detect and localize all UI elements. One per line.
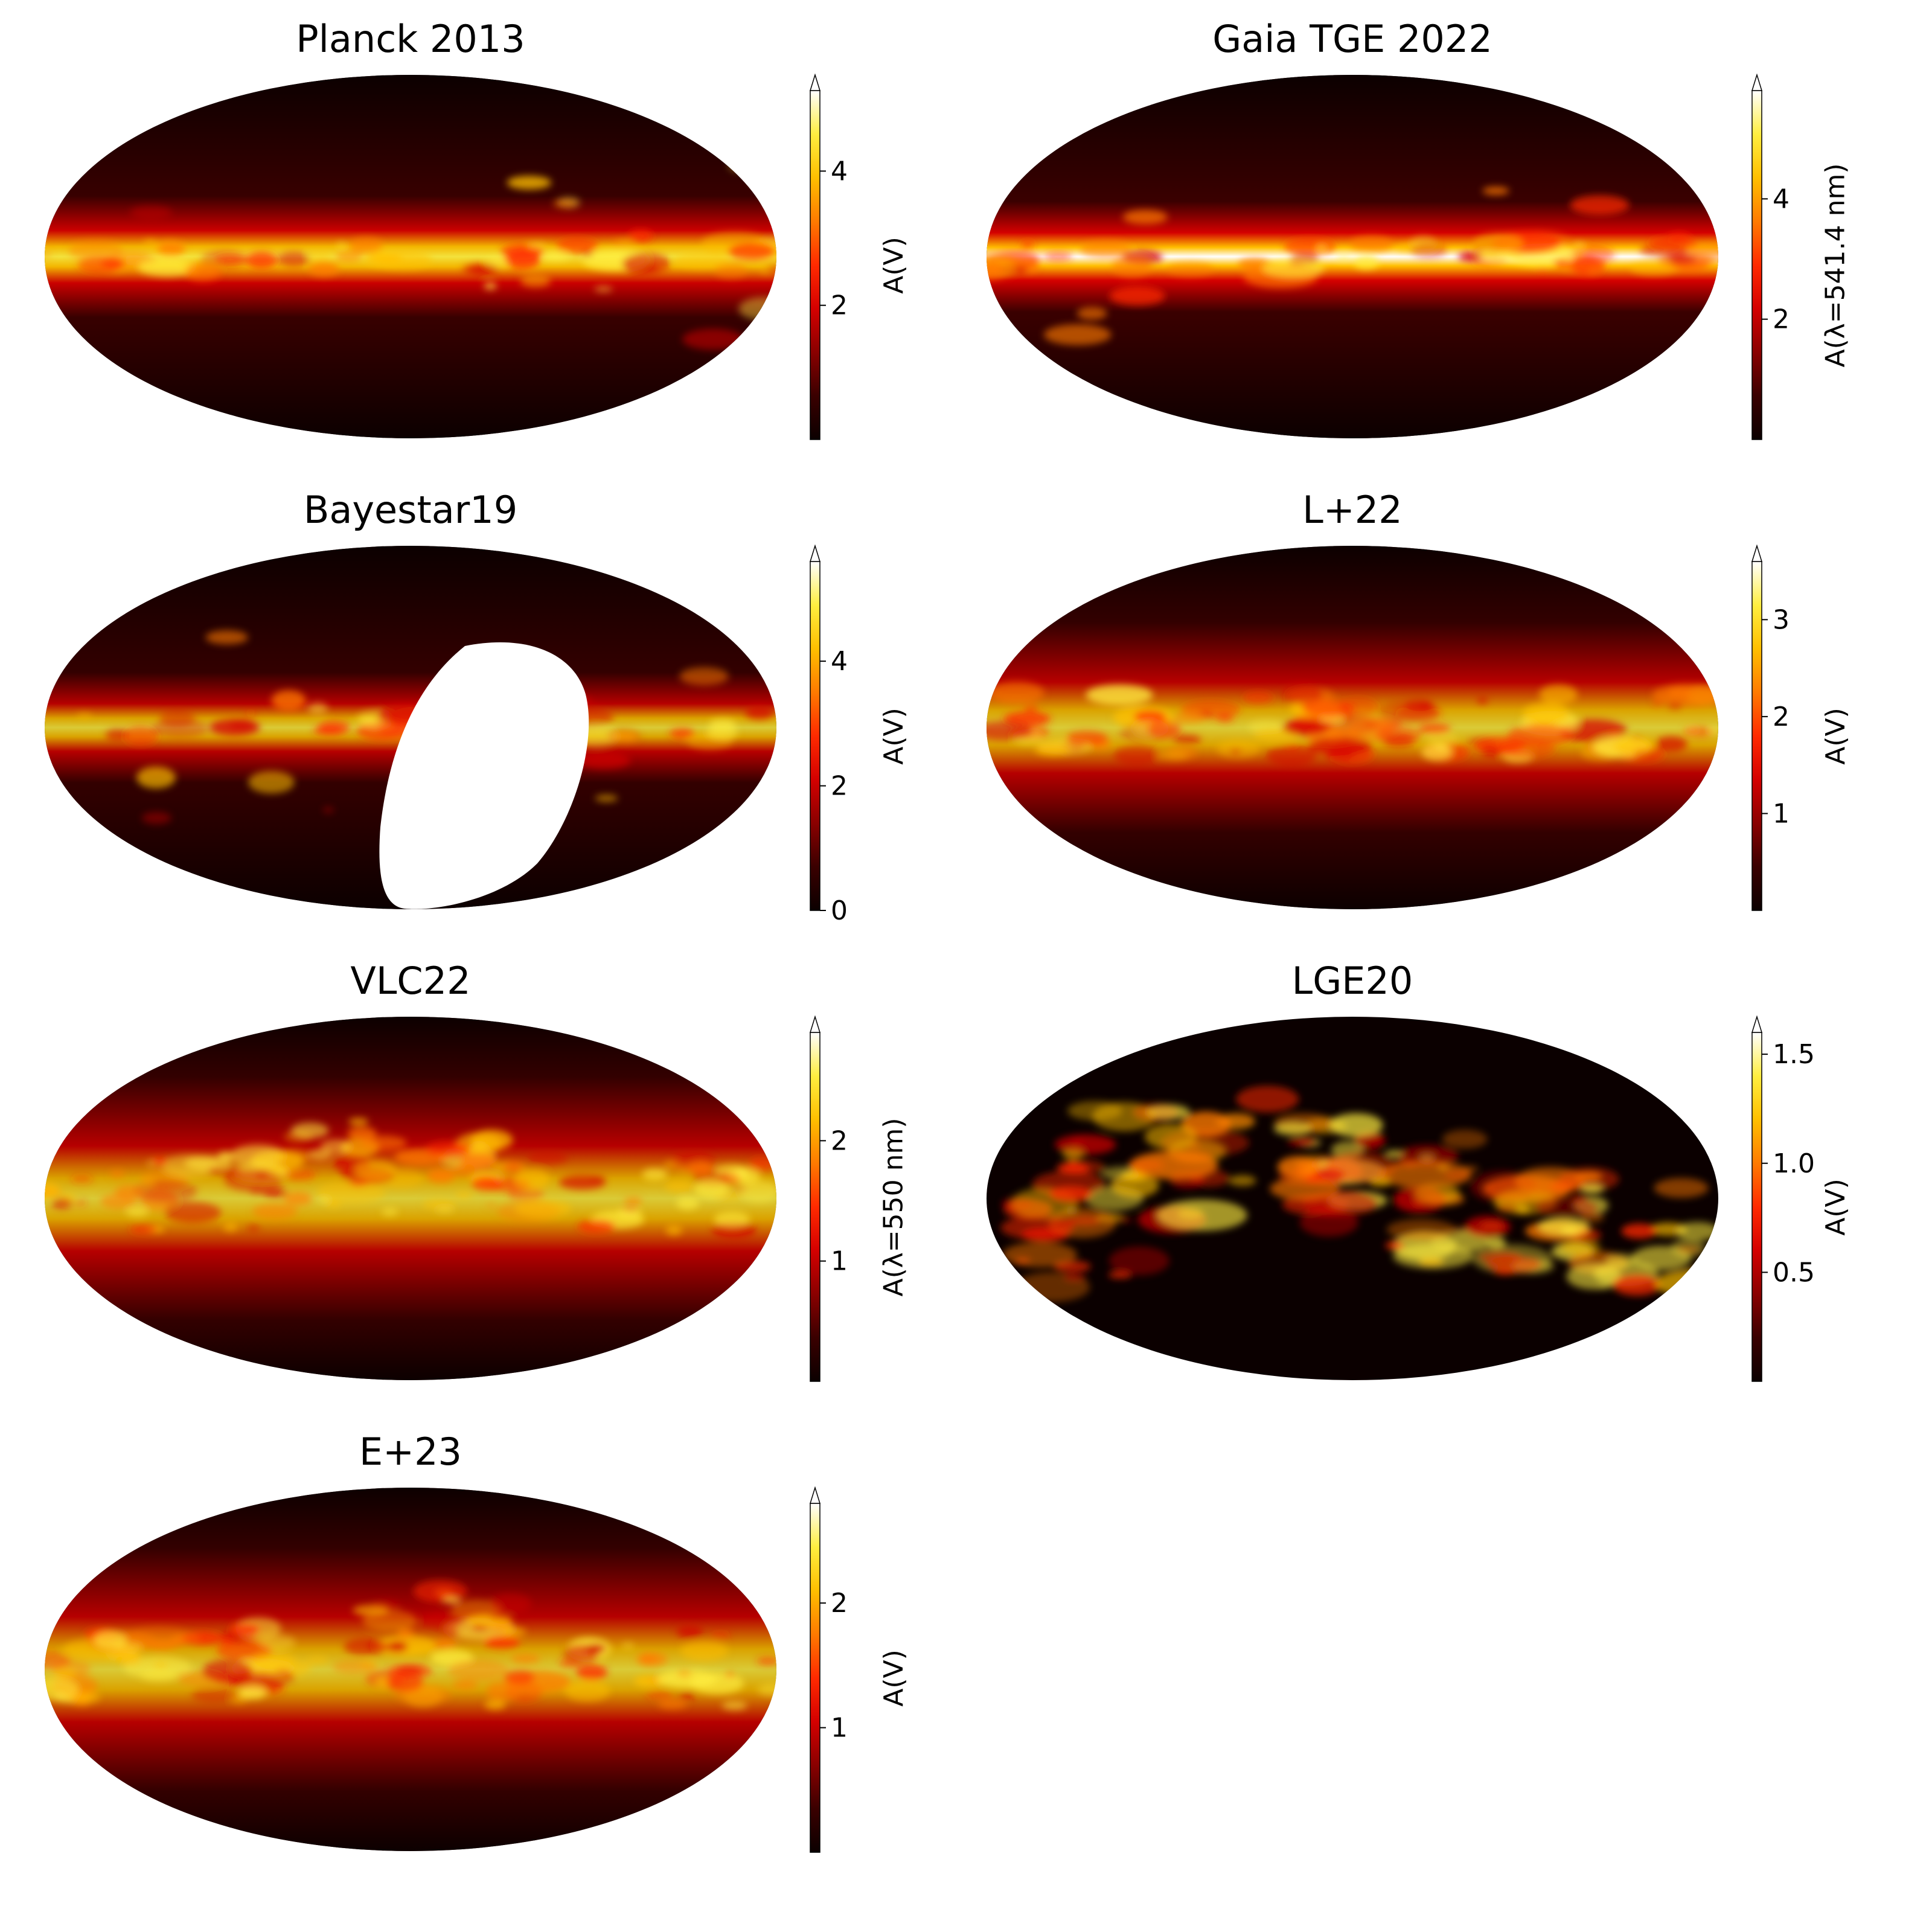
panel-title: Gaia TGE 2022	[1212, 17, 1492, 61]
colorbar-tick-label: 2	[831, 1125, 848, 1156]
map-panel: VLC22 1 2 A(λ=550 nm)	[0, 942, 909, 1401]
mollweide-map	[45, 546, 776, 909]
colorbar: 1 2 A(λ=550 nm)	[803, 1015, 909, 1390]
panel-title: E+23	[359, 1430, 462, 1474]
colorbar-gradient	[1751, 561, 1762, 911]
mollweide-map	[987, 75, 1718, 438]
colorbar: 2 4 A(λ=541.4 nm)	[1745, 73, 1851, 448]
mollweide-map	[987, 1017, 1718, 1380]
dust-texture	[987, 187, 1718, 345]
colorbar-label: A(V)	[878, 236, 909, 294]
panel-title: Bayestar19	[303, 488, 518, 532]
colorbar-gradient	[810, 90, 820, 440]
colorbar-extend-arrow	[809, 544, 821, 562]
panel-title: VLC22	[350, 959, 471, 1003]
mollweide-map	[45, 75, 776, 438]
map-panel: Planck 2013 2 4 A(V)	[0, 0, 909, 459]
dust-texture	[45, 1579, 776, 1710]
colorbar-tick-label: 2	[1773, 304, 1790, 335]
colorbar: 1 2 3 A(V)	[1745, 544, 1851, 919]
colorbar-gradient	[1751, 1032, 1762, 1382]
colorbar: 1 2 A(V)	[803, 1486, 909, 1861]
colorbar-tick-label: 0	[831, 895, 848, 926]
colorbar-tick-label: 1	[831, 1713, 848, 1744]
mollweide-map	[987, 546, 1718, 909]
colorbar-tick-label: 1	[831, 1246, 848, 1277]
colorbar: 0.5 1.0 1.5 A(V)	[1745, 1015, 1851, 1390]
colorbar-tick-label: 1.0	[1773, 1148, 1815, 1179]
panel-title: LGE20	[1291, 959, 1413, 1003]
colorbar-tick-label: 1	[1773, 798, 1790, 829]
colorbar-tick-label: 2	[1773, 702, 1790, 732]
colorbar-label: A(V)	[1820, 1178, 1851, 1236]
colorbar-extend-arrow	[1751, 73, 1763, 91]
colorbar-label: A(λ=550 nm)	[878, 1117, 909, 1297]
map-panel: Bayestar19 0 2 4 A(V)	[0, 471, 909, 930]
mollweide-map	[45, 1017, 776, 1380]
colorbar-extend-arrow	[809, 1015, 821, 1033]
colorbar-extend-arrow	[809, 73, 821, 91]
map-panel: Gaia TGE 2022 2 4 A(λ=541.4 nm)	[942, 0, 1851, 459]
colorbar-label: A(V)	[1820, 707, 1851, 765]
dust-texture	[987, 682, 1718, 767]
map-panel: E+23 1 2 A(V)	[0, 1413, 909, 1872]
colorbar-gradient	[1751, 90, 1762, 440]
colorbar-tick-label: 3	[1773, 604, 1790, 635]
colorbar-extend-arrow	[1751, 544, 1763, 562]
colorbar-label: A(V)	[878, 707, 909, 765]
colorbar-extend-arrow	[1751, 1015, 1763, 1033]
colorbar-tick-label: 2	[831, 771, 848, 802]
colorbar-tick-label: 4	[1773, 184, 1790, 214]
colorbar-tick-label: 1.5	[1773, 1039, 1815, 1070]
colorbar-label: A(λ=541.4 nm)	[1820, 162, 1851, 368]
colorbar-tick-label: 4	[831, 156, 848, 187]
panel-title: Planck 2013	[296, 17, 525, 61]
colorbar: 0 2 4 A(V)	[803, 544, 909, 926]
map-panel: LGE20 0.5 1.0 1.5 A(V)	[942, 942, 1851, 1401]
colorbar-gradient	[810, 1503, 820, 1853]
colorbar-gradient	[810, 1032, 820, 1382]
colorbar-extend-arrow	[809, 1486, 821, 1504]
colorbar-tick-label: 4	[831, 646, 848, 677]
panel-title: L+22	[1302, 488, 1403, 532]
map-panel: L+22 1 2 3 A(V)	[942, 471, 1851, 930]
colorbar-gradient	[810, 561, 820, 911]
mollweide-map	[45, 1488, 776, 1851]
colorbar-tick-label: 2	[831, 1588, 848, 1619]
colorbar-label: A(V)	[878, 1649, 909, 1707]
colorbar-tick-label: 0.5	[1773, 1257, 1815, 1288]
dust-texture	[45, 1118, 776, 1238]
colorbar-tick-label: 2	[831, 290, 848, 321]
masked-region	[379, 642, 589, 909]
colorbar: 2 4 A(V)	[803, 73, 909, 448]
